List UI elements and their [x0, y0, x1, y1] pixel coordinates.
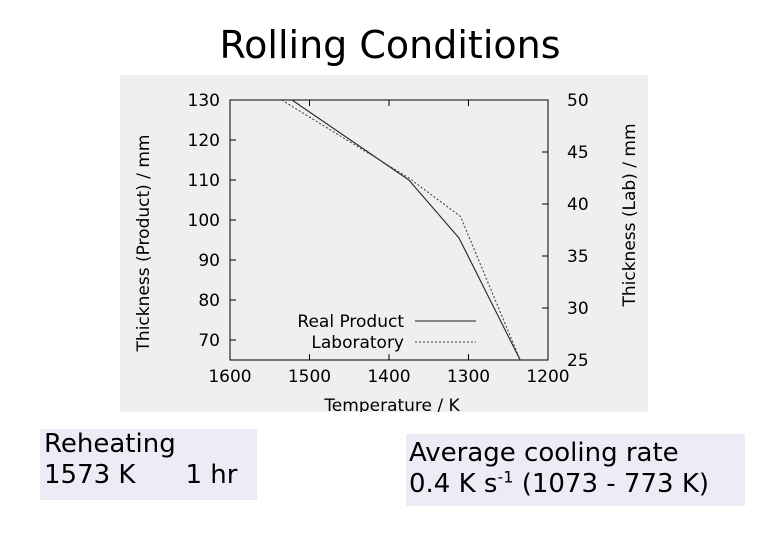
axis-ticks: 1600 1500 1400 1300 1200 130 120 110 100 90 80 70 50…: [188, 91, 589, 387]
chart-panel: 1600 1500 1400 1300 1200 130 120 110 100 90 80 70 50…: [120, 75, 648, 412]
legend: Real Product Laboratory: [297, 312, 476, 353]
y-left-tick-label: 70: [198, 331, 220, 351]
y-left-tick-label: 90: [198, 251, 220, 271]
cooling-rate-exponent: -1: [497, 467, 514, 487]
y-right-tick-label: 25: [567, 351, 589, 371]
cooling-rate-value: 0.4 K s: [409, 469, 498, 499]
y-right-tick-label: 40: [567, 195, 589, 215]
y-left-tick-label: 120: [188, 131, 220, 151]
x-tick-label: 1500: [288, 367, 331, 387]
chart-svg: 1600 1500 1400 1300 1200 130 120 110 100 90 80 70 50…: [134, 91, 640, 412]
y-right-tick-label: 50: [567, 91, 589, 111]
y-left-tick-label: 100: [188, 211, 220, 231]
cooling-rate-box: Average cooling rate 0.4 K s-1 (1073 - 7…: [406, 434, 745, 506]
legend-label-laboratory: Laboratory: [311, 333, 404, 353]
y-right-tick-label: 30: [567, 299, 589, 319]
y-axis-left-title: Thickness (Product) / mm: [134, 135, 154, 353]
y-left-tick-label: 130: [188, 91, 220, 111]
slide-title: Rolling Conditions: [219, 23, 561, 67]
legend-label-real-product: Real Product: [297, 312, 404, 332]
reheating-details: 1573 K 1 hr: [44, 460, 257, 491]
y-axis-right-title: Thickness (Lab) / mm: [620, 123, 640, 307]
reheating-label: Reheating: [44, 429, 176, 459]
x-tick-label: 1300: [447, 367, 490, 387]
y-left-tick-label: 110: [188, 171, 220, 191]
reheating-box: Reheating 1573 K 1 hr: [40, 429, 257, 500]
cooling-rate-details: 0.4 K s-1 (1073 - 773 K): [409, 469, 745, 500]
cooling-temperature-range: (1073 - 773 K): [521, 469, 710, 499]
x-axis-title: Temperature / K: [323, 396, 460, 412]
cooling-rate-label: Average cooling rate: [409, 438, 679, 468]
y-right-tick-label: 45: [567, 143, 589, 163]
x-tick-label: 1400: [367, 367, 410, 387]
y-right-tick-label: 35: [567, 247, 589, 267]
reheating-temperature: 1573 K: [44, 460, 136, 490]
x-tick-label: 1200: [526, 367, 569, 387]
x-tick-label: 1600: [208, 367, 251, 387]
y-left-tick-label: 80: [198, 291, 220, 311]
reheating-time: 1 hr: [185, 460, 238, 490]
series-line-real-product: [291, 100, 521, 360]
series-lines: [281, 100, 521, 360]
series-line-laboratory: [281, 100, 521, 360]
